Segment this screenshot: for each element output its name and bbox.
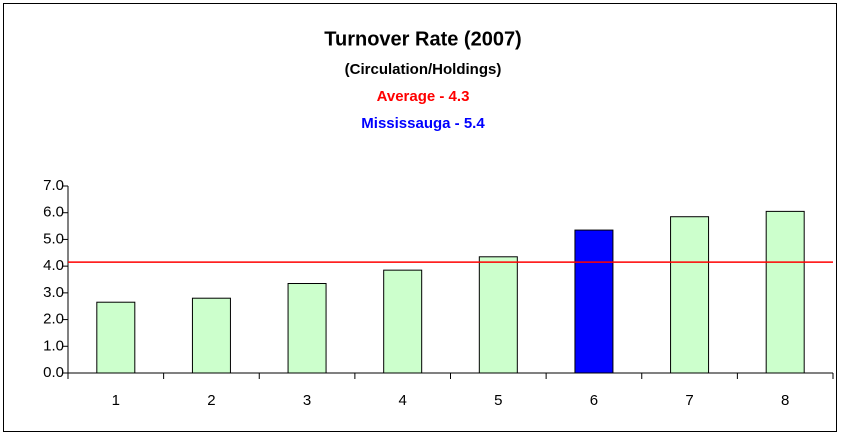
y-tick-label: 2.0	[43, 311, 64, 328]
y-tick-label: 5.0	[43, 230, 64, 247]
x-tick-label: 6	[590, 392, 598, 409]
x-tick-label: 7	[685, 392, 693, 409]
bar	[383, 269, 423, 374]
y-tick-label: 4.0	[43, 257, 64, 274]
bar	[574, 229, 614, 374]
y-tick-label: 7.0	[43, 177, 64, 194]
y-tick-label: 6.0	[43, 204, 64, 221]
y-tick-label: 3.0	[43, 284, 64, 301]
chart-title: Turnover Rate (2007)	[324, 28, 521, 50]
bar	[765, 210, 805, 374]
bar	[191, 297, 231, 374]
bar	[478, 256, 518, 374]
x-tick-label: 2	[207, 392, 215, 409]
annotation: Mississauga - 5.4	[361, 115, 485, 132]
x-tick-label: 4	[399, 392, 407, 409]
x-tick-label: 5	[494, 392, 502, 409]
x-tick-label: 1	[112, 392, 120, 409]
bar	[96, 301, 136, 374]
y-tick-label: 0.0	[43, 364, 64, 381]
annotation: Average - 4.3	[377, 88, 470, 105]
chart-subtitle: (Circulation/Holdings)	[345, 61, 502, 78]
y-tick-label: 1.0	[43, 337, 64, 354]
x-tick-label: 8	[781, 392, 789, 409]
x-tick-label: 3	[303, 392, 311, 409]
bar	[287, 283, 327, 374]
bar	[670, 216, 710, 374]
